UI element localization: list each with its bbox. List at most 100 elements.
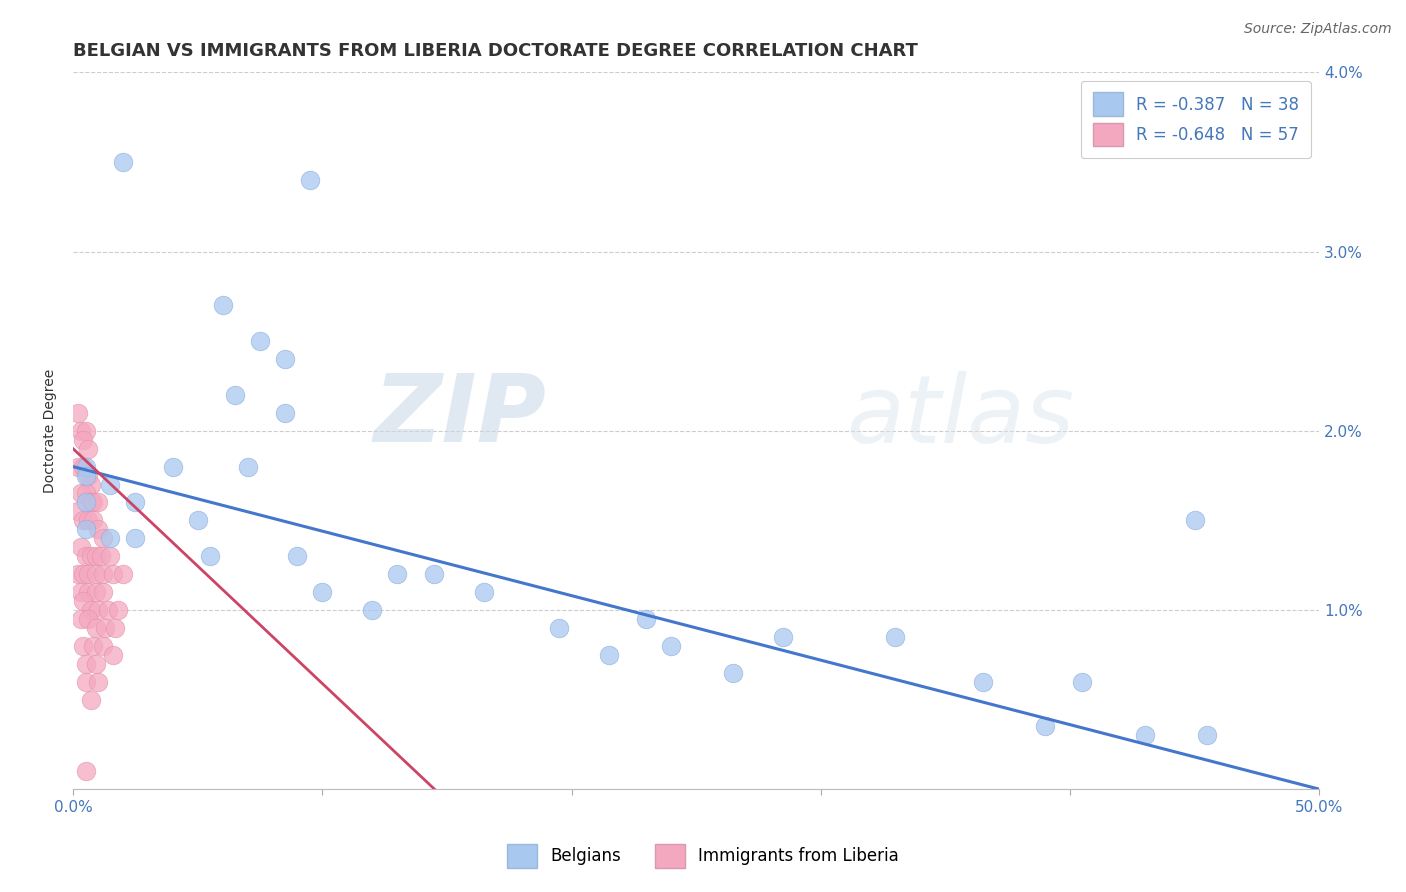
Point bbox=[100, 549, 122, 564]
Point bbox=[75, 459, 97, 474]
Point bbox=[75, 764, 97, 779]
Point bbox=[67, 504, 90, 518]
Legend: Belgians, Immigrants from Liberia: Belgians, Immigrants from Liberia bbox=[495, 832, 911, 880]
Point bbox=[84, 567, 107, 582]
Point bbox=[79, 495, 101, 509]
Point bbox=[84, 585, 107, 599]
Point bbox=[69, 486, 91, 500]
Point bbox=[72, 594, 94, 608]
Point bbox=[91, 567, 114, 582]
Point bbox=[249, 334, 271, 349]
Text: Source: ZipAtlas.com: Source: ZipAtlas.com bbox=[1244, 22, 1392, 37]
Point bbox=[75, 549, 97, 564]
Point bbox=[72, 639, 94, 653]
Point bbox=[75, 424, 97, 438]
Point bbox=[423, 567, 446, 582]
Point bbox=[224, 388, 246, 402]
Point bbox=[91, 585, 114, 599]
Point bbox=[198, 549, 221, 564]
Point bbox=[77, 468, 100, 483]
Point bbox=[124, 531, 146, 545]
Point bbox=[361, 603, 384, 617]
Point bbox=[72, 567, 94, 582]
Point bbox=[287, 549, 309, 564]
Point bbox=[84, 621, 107, 635]
Point bbox=[87, 603, 110, 617]
Point bbox=[87, 522, 110, 536]
Point bbox=[1133, 728, 1156, 742]
Point bbox=[72, 459, 94, 474]
Point bbox=[67, 459, 90, 474]
Point bbox=[84, 549, 107, 564]
Point bbox=[124, 495, 146, 509]
Point bbox=[884, 630, 907, 644]
Point bbox=[211, 298, 233, 312]
Point bbox=[972, 674, 994, 689]
Text: ZIP: ZIP bbox=[374, 370, 547, 462]
Point bbox=[77, 567, 100, 582]
Point bbox=[69, 424, 91, 438]
Point bbox=[107, 603, 129, 617]
Point bbox=[723, 665, 745, 680]
Point bbox=[75, 486, 97, 500]
Point bbox=[91, 639, 114, 653]
Point bbox=[1184, 513, 1206, 527]
Point bbox=[89, 549, 111, 564]
Point bbox=[598, 648, 620, 662]
Point bbox=[162, 459, 184, 474]
Point bbox=[94, 621, 117, 635]
Point bbox=[385, 567, 408, 582]
Point bbox=[69, 612, 91, 626]
Point bbox=[659, 639, 682, 653]
Point bbox=[69, 585, 91, 599]
Point bbox=[1033, 719, 1056, 733]
Point bbox=[75, 495, 97, 509]
Point bbox=[111, 155, 134, 169]
Point bbox=[79, 477, 101, 491]
Point bbox=[87, 495, 110, 509]
Point bbox=[100, 531, 122, 545]
Point bbox=[82, 495, 104, 509]
Point bbox=[77, 612, 100, 626]
Point bbox=[636, 612, 658, 626]
Point bbox=[472, 585, 495, 599]
Point bbox=[82, 513, 104, 527]
Point bbox=[91, 531, 114, 545]
Point bbox=[104, 621, 127, 635]
Text: atlas: atlas bbox=[845, 371, 1074, 462]
Point bbox=[77, 585, 100, 599]
Point bbox=[79, 603, 101, 617]
Point bbox=[100, 477, 122, 491]
Point bbox=[101, 648, 124, 662]
Point bbox=[67, 567, 90, 582]
Point bbox=[75, 468, 97, 483]
Point bbox=[77, 513, 100, 527]
Y-axis label: Doctorate Degree: Doctorate Degree bbox=[44, 368, 58, 493]
Point bbox=[75, 657, 97, 671]
Point bbox=[72, 513, 94, 527]
Legend: R = -0.387   N = 38, R = -0.648   N = 57: R = -0.387 N = 38, R = -0.648 N = 57 bbox=[1081, 81, 1310, 158]
Point bbox=[87, 674, 110, 689]
Point bbox=[75, 674, 97, 689]
Point bbox=[79, 549, 101, 564]
Point bbox=[101, 567, 124, 582]
Point bbox=[75, 522, 97, 536]
Point bbox=[97, 603, 120, 617]
Point bbox=[77, 442, 100, 456]
Text: BELGIAN VS IMMIGRANTS FROM LIBERIA DOCTORATE DEGREE CORRELATION CHART: BELGIAN VS IMMIGRANTS FROM LIBERIA DOCTO… bbox=[73, 42, 918, 60]
Point bbox=[298, 173, 321, 187]
Point bbox=[82, 639, 104, 653]
Point bbox=[274, 352, 297, 367]
Point bbox=[84, 657, 107, 671]
Point bbox=[67, 406, 90, 420]
Point bbox=[311, 585, 333, 599]
Point bbox=[274, 406, 297, 420]
Point bbox=[111, 567, 134, 582]
Point bbox=[72, 433, 94, 447]
Point bbox=[69, 541, 91, 555]
Point bbox=[1071, 674, 1094, 689]
Point bbox=[772, 630, 794, 644]
Point bbox=[236, 459, 259, 474]
Point bbox=[187, 513, 209, 527]
Point bbox=[79, 692, 101, 706]
